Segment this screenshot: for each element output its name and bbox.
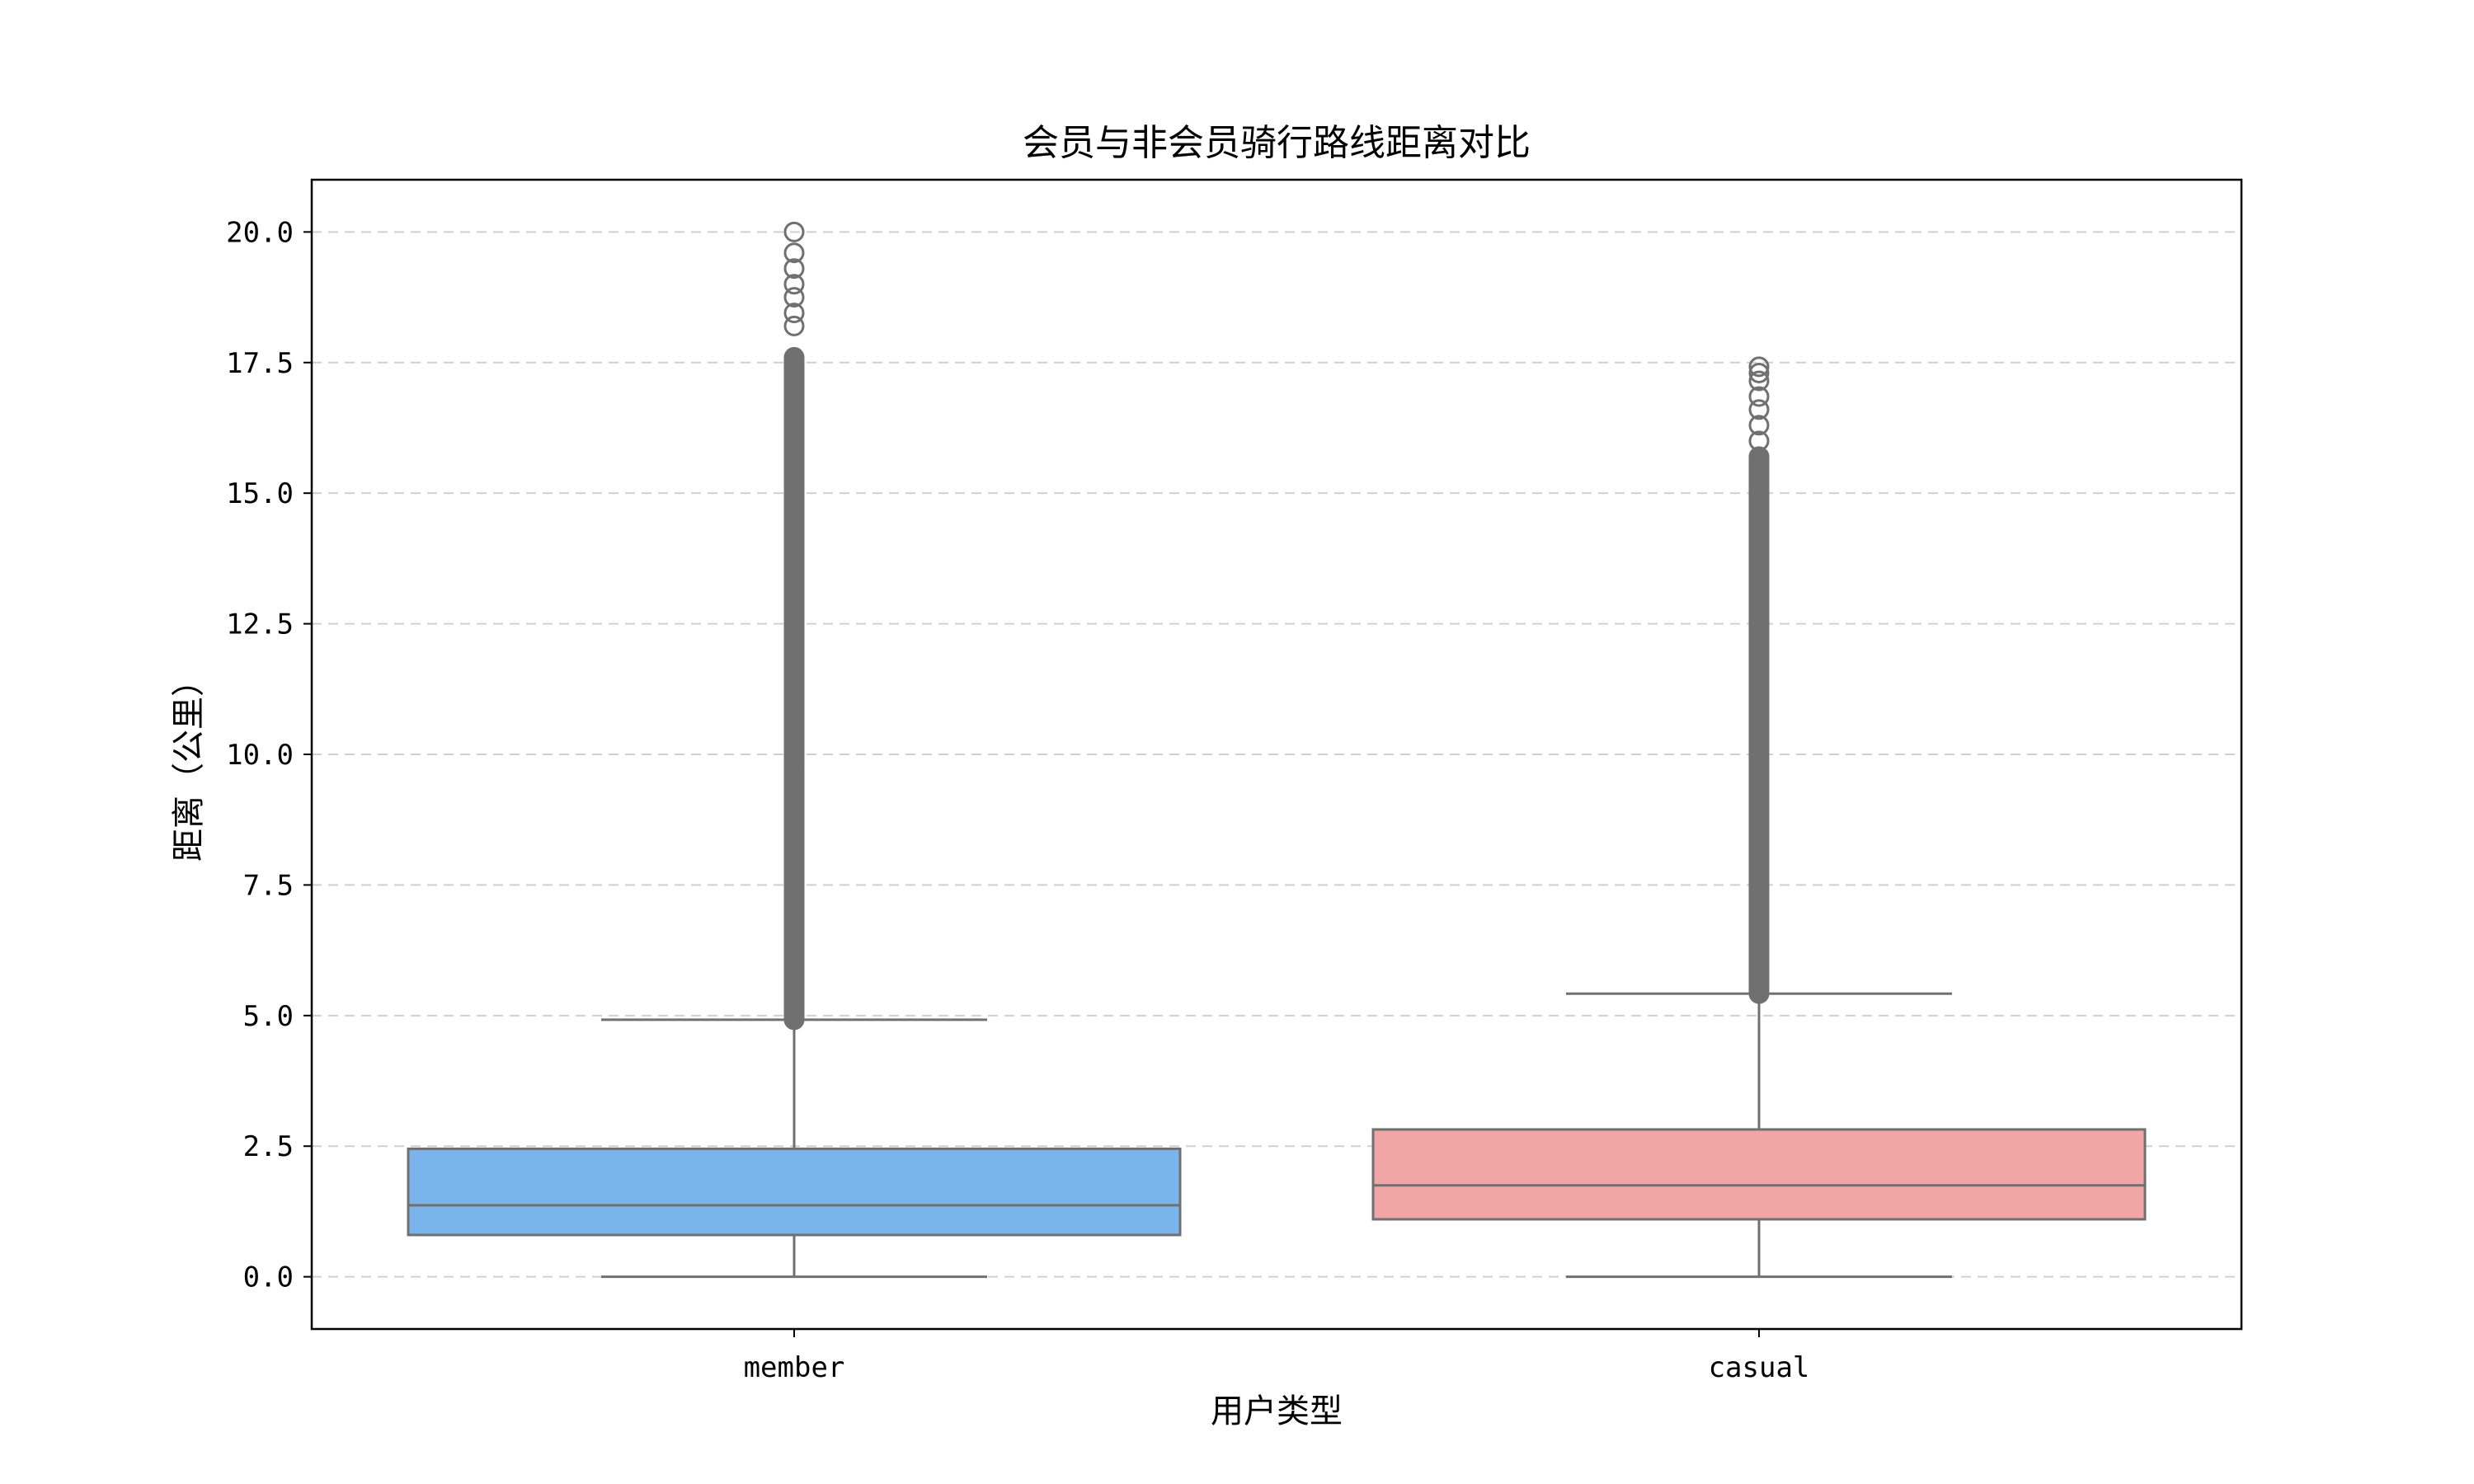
outlier-point <box>1748 386 1770 407</box>
y-tick-label: 20.0 <box>226 216 294 249</box>
outlier-point <box>1748 370 1770 392</box>
iqr-box <box>1371 1128 2147 1221</box>
outlier-point <box>783 242 805 264</box>
outlier-point <box>1748 356 1770 378</box>
gridlines <box>312 231 2241 1278</box>
outlier-point <box>1748 362 1770 383</box>
outlier-point <box>1748 415 1770 436</box>
outlier-point <box>783 258 805 279</box>
y-tick-label: 10.0 <box>226 739 294 772</box>
outlier-point <box>783 303 805 324</box>
outlier-point <box>783 287 805 308</box>
y-axis: 0.0 2.5 5.0 7.5 10.0 12.5 15.0 17.5 20.0 <box>226 216 312 1294</box>
outliers <box>783 221 805 1031</box>
y-axis-label: 距离（公里） <box>170 664 208 862</box>
y-tick-label: 5.0 <box>243 1000 294 1033</box>
x-axis-label: 用户类型 <box>1211 1392 1343 1430</box>
outliers <box>1748 356 1770 1004</box>
box-series <box>407 221 2147 1279</box>
iqr-box <box>407 1147 1182 1237</box>
outlier-point <box>1748 446 1770 467</box>
outlier-point <box>783 274 805 295</box>
x-axis: member casual <box>744 1329 1810 1384</box>
y-tick-label: 2.5 <box>243 1130 294 1163</box>
y-tick-label: 12.5 <box>226 608 294 641</box>
y-tick-label: 0.0 <box>243 1261 294 1294</box>
y-tick-label: 17.5 <box>226 347 294 380</box>
outlier-point <box>783 315 805 336</box>
outlier-point <box>1748 430 1770 452</box>
y-tick-label: 7.5 <box>243 869 294 902</box>
box-member <box>407 221 1182 1279</box>
outlier-point <box>783 346 805 368</box>
outlier-point <box>1748 399 1770 420</box>
y-tick-label: 15.0 <box>226 477 294 510</box>
x-tick-label: member <box>744 1351 845 1384</box>
box-casual <box>1371 356 2147 1279</box>
chart-title: 会员与非会员骑行路线距离对比 <box>1023 122 1531 164</box>
outlier-point <box>783 221 805 242</box>
x-tick-label: casual <box>1709 1351 1810 1384</box>
